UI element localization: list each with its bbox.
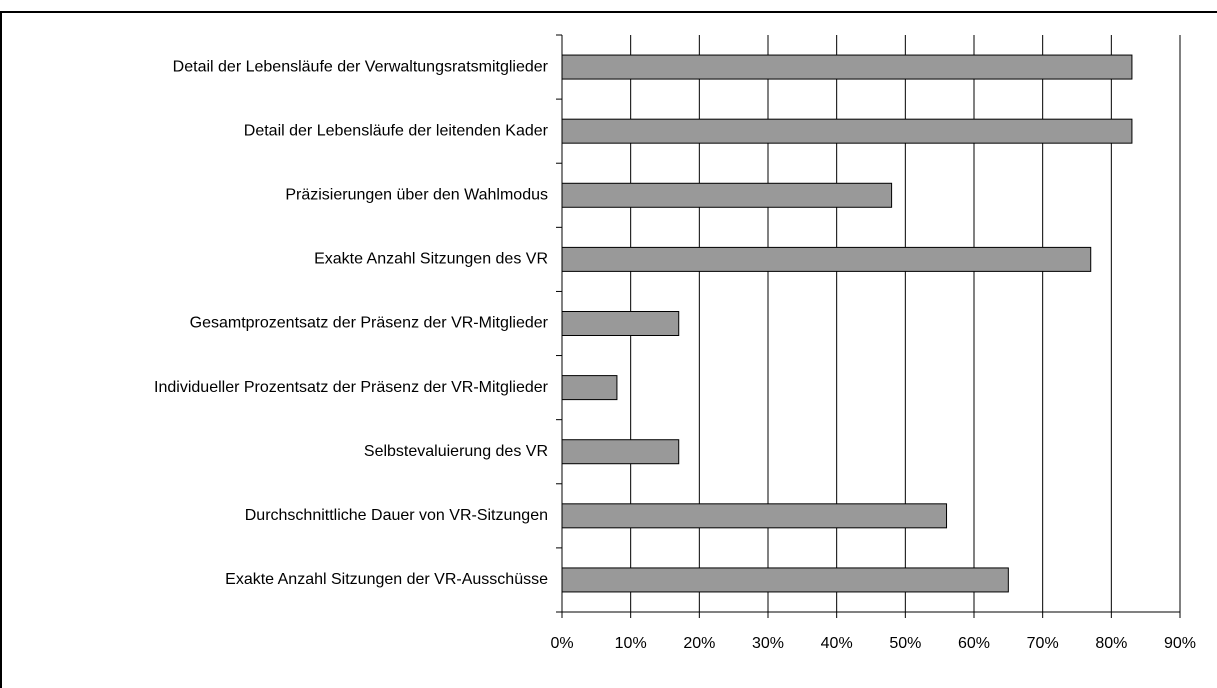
x-tick-label: 60% [958,635,990,652]
x-tick-label: 0% [550,635,573,652]
y-tick-label: Selbstevaluierung des VR [364,443,548,460]
y-tick-label: Detail der Lebensläufe der leitenden Kad… [244,122,549,139]
x-tick-label: 30% [752,635,784,652]
bar [561,567,1009,593]
bar [561,118,1133,144]
bar [561,311,680,336]
bar [561,54,1133,80]
bar [561,182,893,208]
x-tick-label: 10% [615,635,647,652]
bar [561,439,680,465]
bar [561,246,1092,272]
y-tick-label: Individueller Prozentsatz der Präsenz de… [154,379,549,396]
y-tick-label: Gesamtprozentsatz der Präsenz der VR-Mit… [190,315,549,332]
bar [561,503,948,529]
bar [561,375,618,401]
x-tick-label: 50% [889,635,921,652]
x-tick-label: 40% [821,635,853,652]
x-tick-label: 70% [1027,635,1059,652]
y-tick-label: Exakte Anzahl Sitzungen des VR [314,251,548,268]
y-tick-label: Detail der Lebensläufe der Verwaltungsra… [173,58,549,75]
x-tick-label: 90% [1164,635,1196,652]
x-tick-label: 20% [683,635,715,652]
x-tick-label: 80% [1095,635,1127,652]
y-tick-label: Präzisierungen über den Wahlmodus [285,186,548,203]
y-tick-label: Durchschnittliche Dauer von VR-Sitzungen [245,507,548,524]
y-tick-label: Exakte Anzahl Sitzungen der VR-Ausschüss… [225,571,548,588]
